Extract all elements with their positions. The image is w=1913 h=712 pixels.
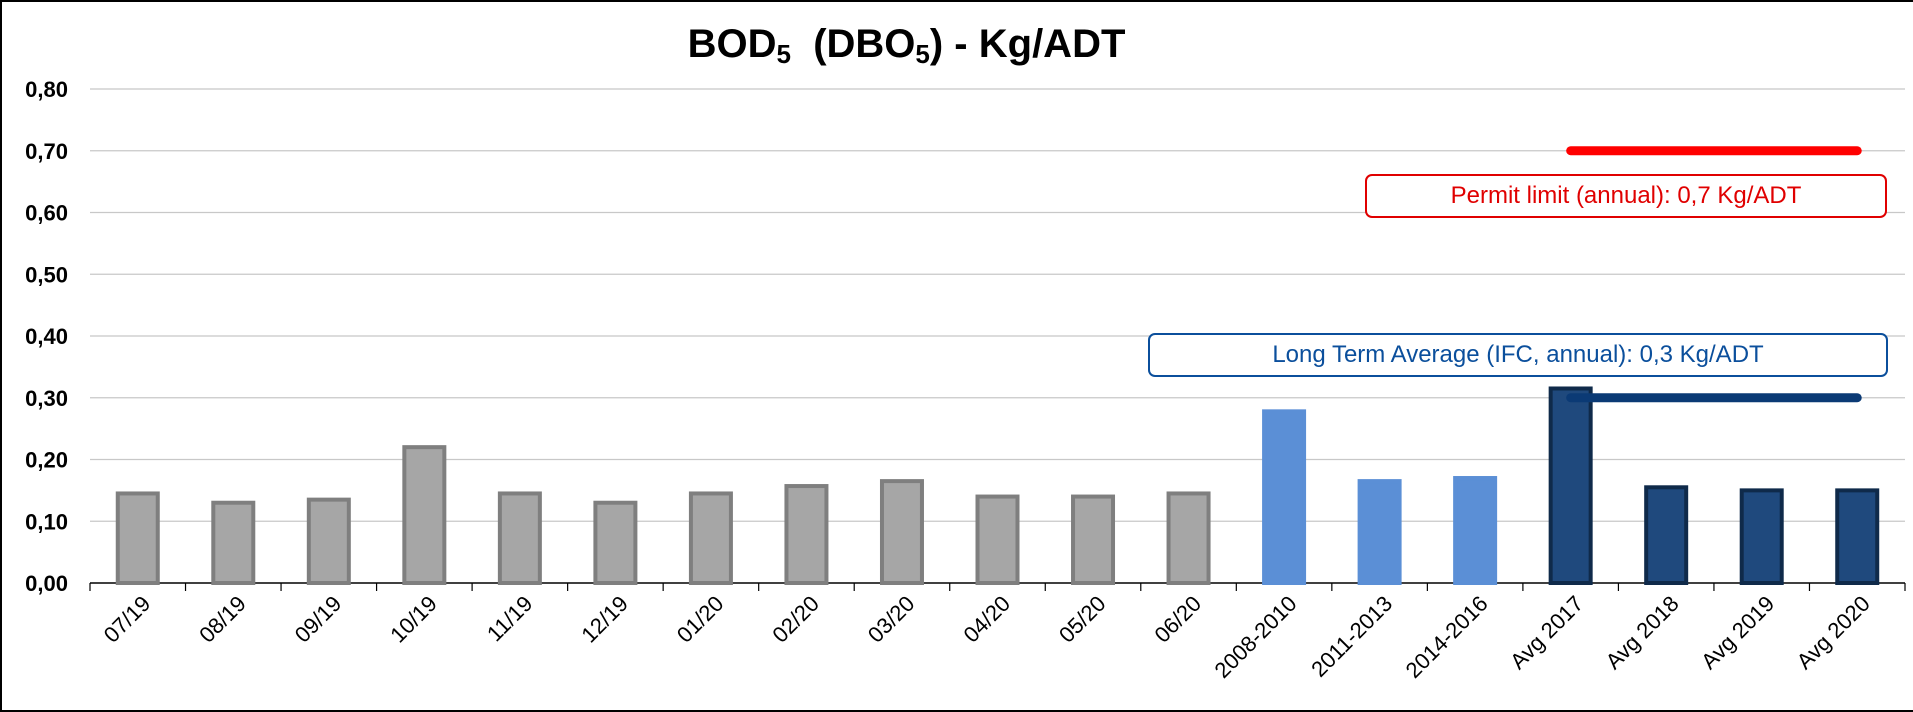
title-unit: ) - Kg/ADT [929,22,1126,66]
x-tick-label: 2008-2010 [1210,591,1302,683]
bar [1644,485,1689,586]
y-tick-label: 0,30 [25,386,68,411]
permit-limit-callout: Permit limit (annual): 0,7 Kg/ADT [1365,174,1887,218]
bar [1453,476,1498,585]
chart-title: BOD5 (DBO5) - Kg/ADT [0,22,1813,70]
x-tick-label: 12/19 [576,591,633,648]
y-tick-label: 0,60 [25,201,68,226]
y-tick-label: 0,50 [25,262,68,287]
bar [688,491,733,585]
x-tick-label: 08/19 [194,591,251,648]
title-dbo-subscript: 5 [915,39,930,69]
x-tick-label: Avg 2020 [1792,591,1875,674]
x-tick-label: 02/20 [767,591,824,648]
x-tick-label: 04/20 [958,591,1015,648]
x-tick-label: 07/19 [99,591,156,648]
x-tick-label: 03/20 [863,591,920,648]
y-tick-label: 0,40 [25,324,68,349]
bar [1166,491,1211,585]
x-tick-label: 05/20 [1054,591,1111,648]
y-tick-label: 0,00 [25,571,68,596]
bar [1835,488,1880,585]
x-tick-label: 10/19 [385,591,442,648]
bar [593,500,638,586]
x-tick-label: Avg 2019 [1696,591,1779,674]
y-axis-tick-labels: 0,00 0,10 0,20 0,30 0,40 0,50 0,60 0,70 0,80 [25,77,68,596]
x-tick-label: 2014-2016 [1401,591,1493,683]
long-term-average-callout: Long Term Average (IFC, annual): 0,3 Kg/… [1148,333,1888,377]
reference-lines [1566,146,1862,403]
bar [1548,386,1593,585]
bar [1739,488,1784,585]
bar [784,484,829,585]
x-tick-label: 09/19 [290,591,347,648]
bar [211,500,256,586]
bar [975,494,1020,585]
x-tick-label: Avg 2018 [1601,591,1684,674]
bar [1262,409,1307,585]
bar [306,497,351,586]
bar [879,479,924,585]
bar [402,445,447,585]
y-tick-label: 0,80 [25,77,68,102]
y-tick-label: 0,10 [25,509,68,534]
bar [497,491,542,585]
bar [1357,479,1402,585]
title-dbo: (DBO [813,22,916,66]
y-tick-label: 0,20 [25,448,68,473]
x-tick-label: Avg 2017 [1505,591,1588,674]
title-bod-subscript: 5 [776,39,791,69]
bars [115,386,1880,586]
x-tick-label: 01/20 [672,591,729,648]
y-tick-label: 0,70 [25,139,68,164]
x-tick-label: 11/19 [482,591,537,646]
bar [115,491,160,585]
x-axis-tick-labels: 07/19 08/19 09/19 10/19 11/19 12/19 01/20 02/20… [99,591,1875,683]
bar [1071,494,1116,585]
x-tick-label: 06/20 [1149,591,1206,648]
x-tick-label: 2011-2013 [1306,591,1397,682]
title-bod: BOD [687,22,777,66]
